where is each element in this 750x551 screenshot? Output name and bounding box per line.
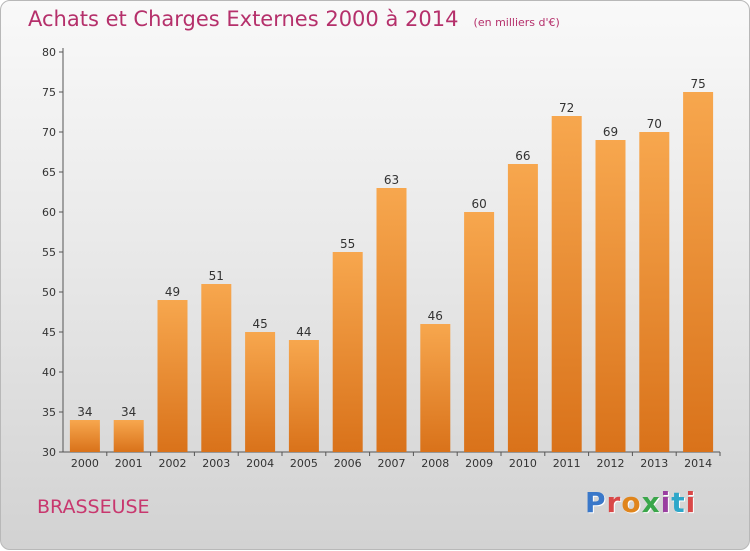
y-tick-label: 35 <box>42 406 56 419</box>
x-tick-label: 2009 <box>465 457 493 470</box>
chart-subtitle: (en milliers d'€) <box>473 16 560 29</box>
chart-title: Achats et Charges Externes 2000 à 2014 <box>28 7 459 31</box>
data-label: 63 <box>384 173 399 187</box>
y-tick-label: 50 <box>42 286 56 299</box>
x-tick-label: 2011 <box>553 457 581 470</box>
data-label: 70 <box>647 117 662 131</box>
data-label: 75 <box>690 77 705 91</box>
y-tick-label: 30 <box>42 446 56 459</box>
x-tick-label: 2003 <box>202 457 230 470</box>
logo-letter: x <box>641 486 661 519</box>
x-tick-label: 2001 <box>115 457 143 470</box>
data-label: 34 <box>121 405 136 419</box>
data-label: 45 <box>252 317 267 331</box>
bars <box>69 92 714 452</box>
data-label: 66 <box>515 149 530 163</box>
data-label: 60 <box>471 197 486 211</box>
proxiti-logo: Proxiti <box>585 486 696 519</box>
data-label: 72 <box>559 101 574 115</box>
logo-letter: i <box>685 486 697 519</box>
data-label: 55 <box>340 237 355 251</box>
x-tick-label: 2010 <box>509 457 537 470</box>
x-tick-label: 2006 <box>334 457 362 470</box>
bar <box>113 420 144 452</box>
chart-title-group: Achats et Charges Externes 2000 à 2014 (… <box>28 7 560 31</box>
y-tick-label: 45 <box>42 326 56 339</box>
data-label: 34 <box>77 405 92 419</box>
bar <box>420 324 451 452</box>
y-tick-label: 65 <box>42 166 56 179</box>
x-tick-label: 2000 <box>71 457 99 470</box>
bar <box>332 252 363 452</box>
bar <box>464 212 495 452</box>
y-tick-label: 75 <box>42 86 56 99</box>
bar <box>245 332 276 452</box>
data-label: 49 <box>165 285 180 299</box>
bar <box>595 140 626 452</box>
axes: 30 35 40 45 50 55 60 65 70 75 80 2000 2001 2002 2003 20… <box>42 46 721 470</box>
data-label: 51 <box>209 269 224 283</box>
x-tick-label: 2013 <box>640 457 668 470</box>
bar <box>69 420 100 452</box>
x-tick-label: 2004 <box>246 457 274 470</box>
data-label: 44 <box>296 325 311 339</box>
bar <box>376 188 407 452</box>
bar <box>201 284 232 452</box>
bar <box>507 164 538 452</box>
bar <box>551 116 582 452</box>
y-tick-label: 70 <box>42 126 56 139</box>
x-tick-label: 2014 <box>684 457 712 470</box>
commune-name: BRASSEUSE <box>37 496 150 518</box>
x-tick-label: 2005 <box>290 457 318 470</box>
y-tick-label: 80 <box>42 46 56 59</box>
bar <box>683 92 714 452</box>
logo-letter: t <box>671 486 686 519</box>
x-tick-label: 2007 <box>378 457 406 470</box>
bar <box>639 132 670 452</box>
data-labels: 34 34 49 51 45 44 55 63 46 60 66 72 69 70 75 <box>77 77 705 419</box>
x-tick-label: 2008 <box>421 457 449 470</box>
logo-letter: P <box>585 486 607 519</box>
x-tick-label: 2012 <box>597 457 625 470</box>
data-label: 69 <box>603 125 618 139</box>
y-tick-label: 55 <box>42 246 56 259</box>
y-tick-label: 60 <box>42 206 56 219</box>
bar <box>288 340 319 452</box>
logo-letter: i <box>660 486 672 519</box>
data-label: 46 <box>428 309 443 323</box>
logo-letter: r <box>606 486 622 519</box>
bar <box>157 300 188 452</box>
logo-letter: o <box>621 486 642 519</box>
x-tick-label: 2002 <box>159 457 187 470</box>
y-tick-label: 40 <box>42 366 56 379</box>
